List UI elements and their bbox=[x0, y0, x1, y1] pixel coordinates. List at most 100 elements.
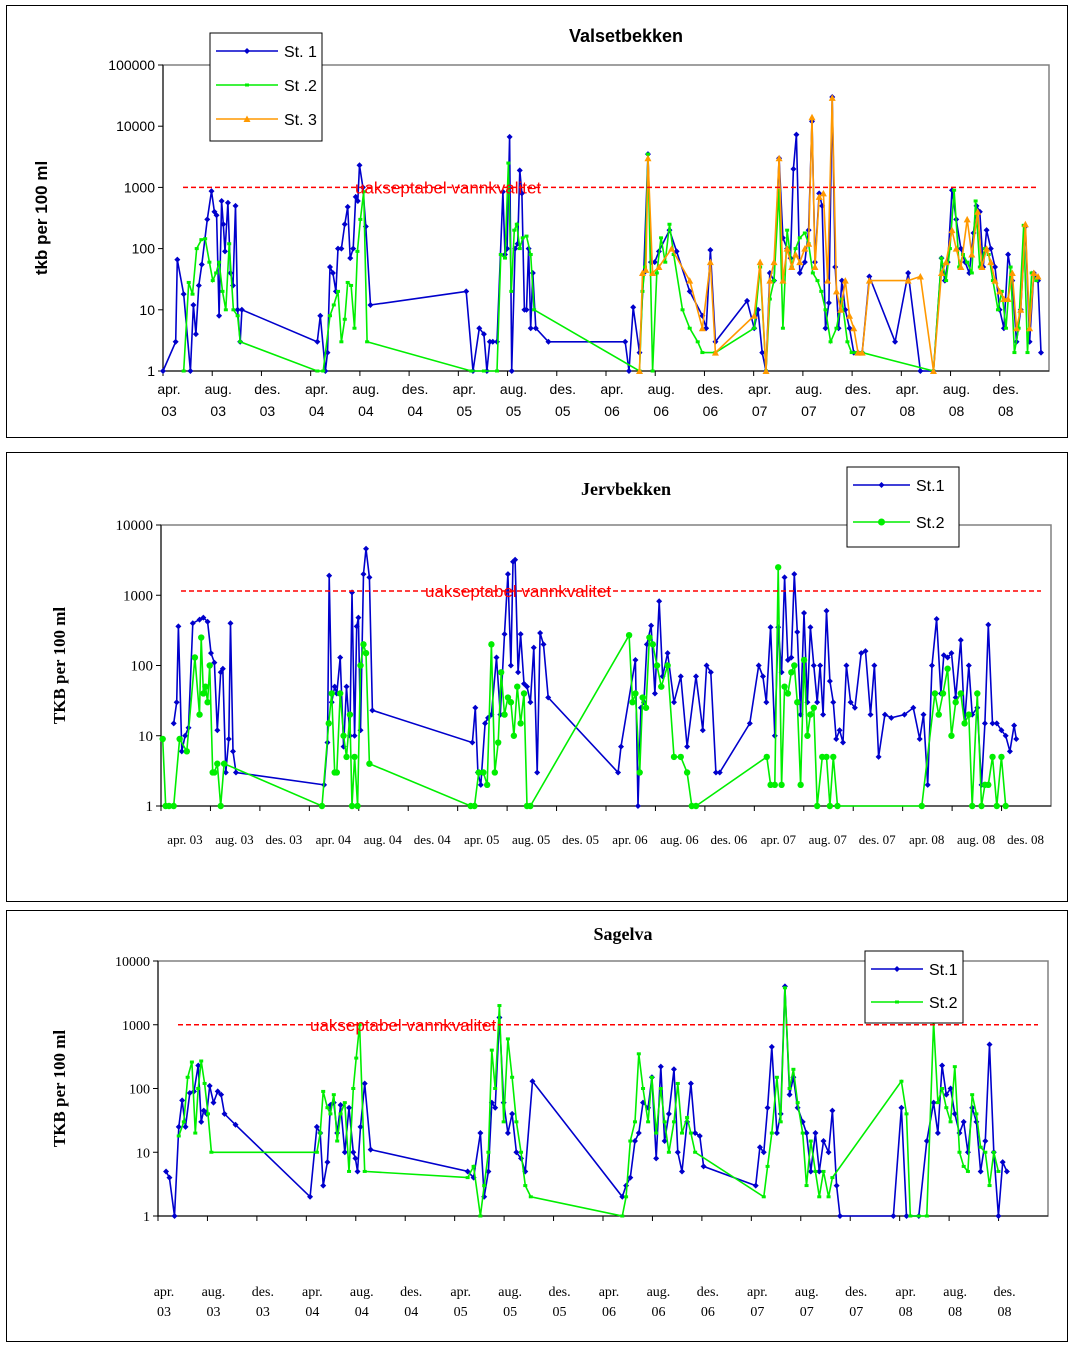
chart-svg-valsetbekken: 100000100001000100101apr.03aug.03des.03a… bbox=[32, 26, 1050, 419]
data-point-st-1 bbox=[998, 727, 1005, 734]
data-point-st-1 bbox=[871, 662, 878, 669]
data-point-st-2 bbox=[520, 236, 525, 240]
x-tick-label: 07 bbox=[800, 1305, 814, 1320]
data-point-st-2 bbox=[791, 662, 798, 669]
data-point-st-1 bbox=[182, 1123, 189, 1130]
data-point-st-2 bbox=[194, 247, 199, 251]
data-point-st-2 bbox=[671, 1120, 676, 1124]
x-tick-label: des. bbox=[400, 1285, 422, 1300]
data-point-st-2 bbox=[649, 1075, 654, 1079]
data-point-st-2 bbox=[624, 1195, 629, 1199]
data-point-st-2 bbox=[800, 1131, 805, 1135]
data-point-st-2 bbox=[336, 690, 344, 697]
data-point-st-2 bbox=[675, 1081, 680, 1085]
data-point-st-1 bbox=[214, 1088, 221, 1095]
data-point-st-1 bbox=[826, 678, 833, 685]
data-point-st-1 bbox=[355, 614, 362, 621]
x-tick-label: des. bbox=[845, 1285, 867, 1300]
data-point-st-1 bbox=[367, 1146, 374, 1153]
data-point-st-3 bbox=[686, 277, 694, 284]
threshold-label: uakseptabel vannkvalitet bbox=[355, 178, 541, 197]
data-point-st-1 bbox=[781, 574, 788, 581]
data-point-st-1 bbox=[830, 699, 837, 706]
data-point-st-2 bbox=[351, 1087, 356, 1090]
data-point-st-1 bbox=[875, 753, 882, 760]
x-tick-label: aug. bbox=[943, 381, 970, 397]
data-point-st-1 bbox=[670, 1066, 677, 1073]
data-point-st-2 bbox=[899, 1079, 904, 1083]
data-point-st-2 bbox=[834, 326, 839, 330]
data-point-st-2 bbox=[944, 665, 951, 672]
data-point-st-2 bbox=[469, 369, 474, 373]
data-point-st-2 bbox=[802, 231, 807, 235]
data-point-st-3 bbox=[948, 226, 956, 234]
data-point-st-2 bbox=[357, 1023, 362, 1027]
legend-marker-st-1 bbox=[894, 966, 900, 972]
data-point-st-1 bbox=[939, 1062, 946, 1069]
data-point-st-2 bbox=[342, 1101, 347, 1105]
data-point-st-1 bbox=[948, 650, 955, 657]
data-point-st-2 bbox=[778, 781, 785, 789]
data-point-st-2 bbox=[1029, 271, 1034, 275]
chart-svg-jervbekken: 10000 1000 100 10 1 apr. 03 aug. 03 des. 03 apr.… bbox=[50, 466, 1052, 847]
data-point-st-1 bbox=[917, 368, 924, 374]
data-point-st-2 bbox=[787, 1087, 792, 1090]
data-point-st-2 bbox=[342, 317, 347, 321]
legend-marker-st-3 bbox=[243, 115, 251, 122]
x-tick-label: aug. 08 bbox=[957, 832, 995, 847]
data-point-st-1 bbox=[866, 273, 873, 280]
data-point-st-3 bbox=[706, 258, 714, 266]
data-point-st-1 bbox=[218, 197, 225, 204]
data-point-st-2 bbox=[810, 704, 817, 711]
data-point-st-1 bbox=[518, 190, 525, 197]
x-tick-label: des. bbox=[548, 1285, 570, 1300]
data-point-st-2 bbox=[348, 802, 356, 810]
data-point-st-3 bbox=[996, 287, 1004, 295]
data-point-st-2 bbox=[471, 802, 478, 810]
data-point-st-1 bbox=[1006, 748, 1013, 755]
data-point-st-2 bbox=[339, 340, 344, 344]
data-point-st-2 bbox=[632, 1120, 637, 1124]
data-point-st-1 bbox=[653, 1155, 660, 1162]
data-point-st-1 bbox=[523, 306, 530, 313]
x-tick-label: des. 06 bbox=[710, 832, 747, 847]
data-point-st-1 bbox=[916, 735, 923, 742]
data-point-st-1 bbox=[208, 188, 215, 195]
data-point-st-2 bbox=[347, 1169, 352, 1173]
data-point-st-2 bbox=[815, 279, 820, 283]
data-point-st-2 bbox=[202, 1081, 207, 1085]
data-point-st-2 bbox=[935, 1101, 940, 1105]
data-point-st-2 bbox=[642, 704, 650, 711]
data-point-st-3 bbox=[1017, 306, 1025, 313]
data-point-st-3 bbox=[698, 324, 706, 332]
data-point-st-1 bbox=[651, 259, 658, 266]
data-point-st-1 bbox=[632, 656, 639, 663]
x-tick-label: aug. bbox=[795, 1285, 819, 1300]
chart-panel-valsetbekken: 100000 10000 1000 100 10 1 apr. 03 aug. 03 des. 03 a… bbox=[6, 5, 1068, 438]
x-tick-label: apr. 04 bbox=[316, 832, 352, 847]
data-point-st-1 bbox=[314, 338, 321, 345]
data-point-st-1 bbox=[987, 245, 994, 252]
data-point-st-1 bbox=[664, 650, 671, 657]
data-point-st-1 bbox=[211, 659, 218, 666]
data-point-st-2 bbox=[465, 1176, 470, 1180]
data-point-st-2 bbox=[528, 1195, 533, 1199]
data-point-st-1 bbox=[351, 732, 358, 739]
data-point-st-2 bbox=[186, 280, 191, 284]
data-point-st-3 bbox=[865, 277, 873, 284]
data-point-st-3 bbox=[952, 245, 960, 252]
data-point-st-2 bbox=[501, 1120, 506, 1124]
data-point-st-1 bbox=[692, 1130, 699, 1137]
data-point-st-2 bbox=[826, 802, 834, 810]
data-point-st-1 bbox=[833, 735, 840, 742]
data-point-st-1 bbox=[175, 1123, 182, 1130]
data-point-st-1 bbox=[752, 1182, 759, 1189]
x-tick-label: aug. bbox=[943, 1285, 967, 1300]
data-point-st-1 bbox=[537, 630, 544, 637]
x-tick-label: des. 05 bbox=[562, 832, 599, 847]
x-tick-label: aug. bbox=[647, 1285, 671, 1300]
data-point-st-1 bbox=[820, 711, 827, 718]
data-point-st-2 bbox=[210, 279, 215, 283]
x-tick-label: aug. 06 bbox=[660, 832, 699, 847]
data-point-st-2 bbox=[804, 1184, 809, 1188]
